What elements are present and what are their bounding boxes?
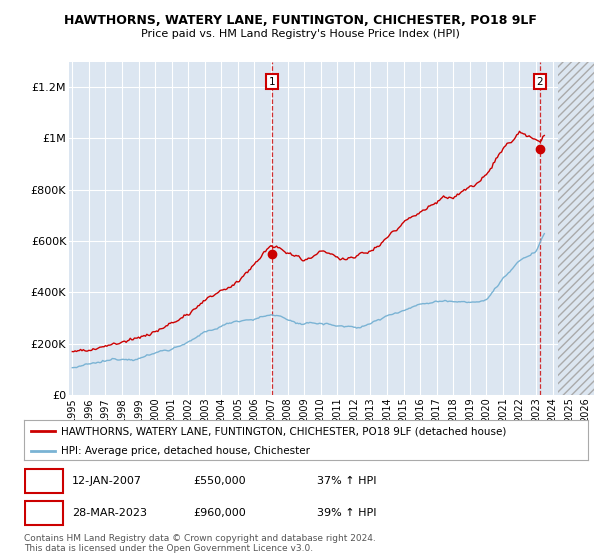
Text: 2: 2 bbox=[536, 77, 544, 87]
Text: £960,000: £960,000 bbox=[193, 508, 246, 518]
Text: 28-MAR-2023: 28-MAR-2023 bbox=[72, 508, 147, 518]
Bar bbox=[557, 62, 594, 395]
FancyBboxPatch shape bbox=[25, 501, 64, 525]
FancyBboxPatch shape bbox=[25, 469, 64, 493]
Text: Contains HM Land Registry data © Crown copyright and database right 2024.
This d: Contains HM Land Registry data © Crown c… bbox=[24, 534, 376, 553]
Text: Price paid vs. HM Land Registry's House Price Index (HPI): Price paid vs. HM Land Registry's House … bbox=[140, 29, 460, 39]
Text: 1: 1 bbox=[268, 77, 275, 87]
Text: HAWTHORNS, WATERY LANE, FUNTINGTON, CHICHESTER, PO18 9LF: HAWTHORNS, WATERY LANE, FUNTINGTON, CHIC… bbox=[64, 14, 536, 27]
Text: 1: 1 bbox=[41, 476, 48, 486]
Text: 37% ↑ HPI: 37% ↑ HPI bbox=[317, 476, 377, 486]
Text: HAWTHORNS, WATERY LANE, FUNTINGTON, CHICHESTER, PO18 9LF (detached house): HAWTHORNS, WATERY LANE, FUNTINGTON, CHIC… bbox=[61, 426, 506, 436]
Bar bbox=[557, 62, 594, 395]
Text: 2: 2 bbox=[41, 508, 48, 518]
Text: £550,000: £550,000 bbox=[193, 476, 246, 486]
Text: HPI: Average price, detached house, Chichester: HPI: Average price, detached house, Chic… bbox=[61, 446, 310, 456]
Text: 39% ↑ HPI: 39% ↑ HPI bbox=[317, 508, 377, 518]
Text: 12-JAN-2007: 12-JAN-2007 bbox=[72, 476, 142, 486]
